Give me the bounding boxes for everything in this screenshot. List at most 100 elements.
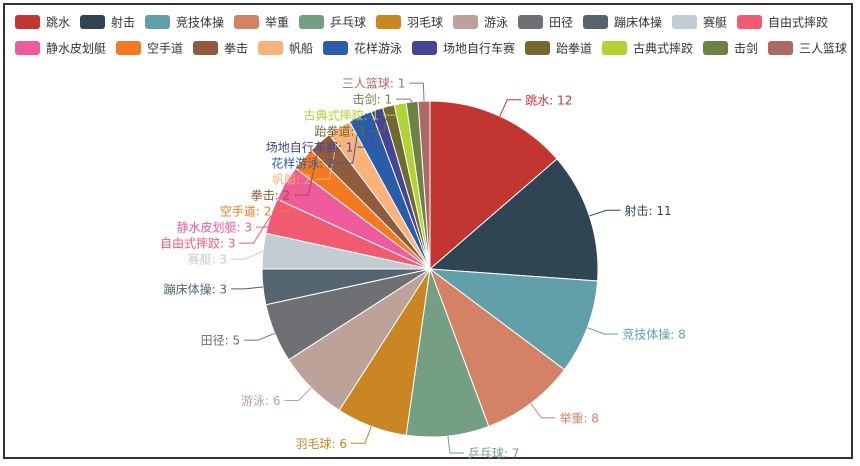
pie-slices bbox=[261, 100, 599, 438]
slice-label: 花样游泳: 2 bbox=[271, 156, 335, 171]
chart-frame: 跳水 射击 竞技体操 举重 乒乓球 羽毛球 游泳 田径 蹦床体操 赛艇 自由式摔跤 静水皮划艇 空手道拳… bbox=[3, 3, 853, 461]
slice-label: 跆拳道: 1 bbox=[315, 124, 367, 139]
pie-slice[interactable] bbox=[428, 158, 599, 282]
legend-label: 击剑 bbox=[734, 41, 758, 56]
label-leader-line bbox=[315, 127, 340, 180]
legend-label: 乒乓球 bbox=[330, 16, 366, 30]
label-leader-line bbox=[409, 82, 425, 102]
legend-item[interactable]: 射击 bbox=[80, 15, 135, 30]
legend-swatch bbox=[672, 15, 697, 29]
legend-swatch bbox=[193, 41, 218, 55]
legend-label: 自由式摔跤 bbox=[768, 15, 828, 30]
legend-label: 羽毛球 bbox=[407, 16, 443, 30]
label-leader-line bbox=[351, 426, 372, 444]
legend-item[interactable]: 羽毛球 bbox=[376, 15, 443, 30]
slice-label: 射击: 11 bbox=[624, 203, 671, 218]
legend-label: 游泳 bbox=[484, 16, 508, 30]
slice-label: 击剑: 1 bbox=[353, 92, 393, 107]
legend-label: 田径 bbox=[549, 16, 573, 30]
legend-item[interactable]: 举重 bbox=[234, 15, 289, 30]
legend-label: 花样游泳 bbox=[354, 41, 402, 56]
legend-swatch bbox=[15, 41, 40, 55]
legend-swatch bbox=[15, 15, 40, 29]
label-leader-line bbox=[231, 250, 264, 260]
label-leader-line bbox=[294, 141, 321, 196]
slice-label: 田径: 5 bbox=[201, 334, 241, 348]
pie-chart: 跳水 射击 竞技体操 举重 乒乓球 羽毛球 游泳 田径 蹦床体操 赛艇 自由式摔跤静水皮划艇 空手道拳… bbox=[15, 15, 847, 461]
slice-label: 自由式摔跤: 3 bbox=[160, 236, 236, 251]
legend-item[interactable]: 击剑 bbox=[703, 41, 758, 56]
legend-item[interactable]: 跆拳道 bbox=[525, 41, 592, 56]
legend-item[interactable]: 田径 bbox=[518, 15, 573, 30]
label-leader-line bbox=[396, 98, 413, 103]
slice-label: 游泳: 6 bbox=[241, 394, 281, 408]
legend-label: 射击 bbox=[111, 15, 135, 30]
slice-label: 静水皮划艇: 3 bbox=[177, 221, 253, 235]
label-leader-line bbox=[338, 116, 361, 164]
legend-item[interactable]: 场地自行车赛 bbox=[412, 41, 515, 56]
slice-label: 三人篮球: 1 bbox=[342, 76, 406, 91]
legend-swatch bbox=[453, 15, 478, 29]
legend-item[interactable]: 竞技体操 bbox=[145, 15, 224, 30]
legend-item[interactable]: 乒乓球 bbox=[299, 15, 366, 30]
legend-label: 蹦床体操 bbox=[614, 15, 662, 30]
legend-label: 竞技体操 bbox=[176, 15, 224, 30]
legend-item[interactable]: 游泳 bbox=[453, 15, 508, 30]
legend-item[interactable]: 赛艇 bbox=[672, 15, 727, 30]
label-leader-line bbox=[239, 215, 272, 244]
legend-label: 静水皮划艇 bbox=[46, 42, 106, 56]
legend-label: 空手道 bbox=[147, 42, 183, 56]
legend-swatch bbox=[768, 41, 793, 55]
slice-label: 羽毛球: 6 bbox=[295, 437, 347, 451]
legend-item[interactable]: 跳水 bbox=[15, 15, 70, 30]
slice-label: 场地自行车赛: 1 bbox=[266, 140, 354, 155]
legend-item[interactable]: 拳击 bbox=[193, 41, 248, 56]
legend-swatch bbox=[80, 15, 105, 29]
legend-swatch bbox=[323, 41, 348, 55]
legend-item[interactable]: 古典式摔跤 bbox=[602, 41, 693, 56]
slice-label: 乒乓球: 7 bbox=[468, 447, 520, 461]
legend-item[interactable]: 帆船 bbox=[258, 41, 313, 56]
legend-swatch bbox=[234, 15, 259, 29]
legend-item[interactable]: 花样游泳 bbox=[323, 41, 402, 56]
label-leader-line bbox=[275, 158, 304, 212]
legend-swatch bbox=[518, 15, 543, 29]
slice-label: 跳水: 12 bbox=[525, 93, 572, 107]
label-leader-line bbox=[530, 403, 556, 419]
legend-swatch bbox=[376, 15, 401, 29]
label-leader-line bbox=[587, 327, 619, 335]
legend-swatch bbox=[703, 41, 728, 55]
legend-swatch bbox=[602, 41, 627, 55]
slice-labels: 跳水: 12 射击: 11 竞技体操: 8 举重: 8 乒乓球: 7 羽毛球: 6 游泳: … bbox=[160, 76, 686, 461]
legend-item[interactable]: 空手道 bbox=[116, 41, 183, 56]
label-leader-line bbox=[589, 209, 621, 217]
legend-item[interactable]: 蹦床体操 bbox=[583, 15, 662, 30]
label-leader-line bbox=[382, 103, 401, 116]
label-leader-line bbox=[231, 286, 264, 290]
legend-swatch bbox=[116, 41, 141, 55]
legend-swatch bbox=[412, 41, 437, 55]
pie-slice[interactable] bbox=[428, 267, 566, 428]
legend-label: 三人篮球 bbox=[799, 41, 847, 56]
label-leader-line bbox=[357, 109, 378, 148]
pie-slice[interactable] bbox=[428, 268, 599, 371]
legend-swatch bbox=[583, 15, 608, 29]
legend-label: 帆船 bbox=[289, 41, 313, 56]
legend-label: 赛艇 bbox=[703, 15, 727, 30]
legend-item[interactable]: 自由式摔跤 bbox=[737, 15, 828, 30]
legend-label: 举重 bbox=[265, 16, 289, 30]
slice-label: 竞技体操: 8 bbox=[622, 327, 686, 342]
slice-label: 古典式摔跤: 1 bbox=[303, 108, 379, 123]
legend-swatch bbox=[145, 15, 170, 29]
legend-label: 跳水 bbox=[46, 16, 70, 30]
legend-item[interactable]: 三人篮球 bbox=[768, 41, 847, 56]
legend-label: 拳击 bbox=[224, 41, 248, 56]
legend-item[interactable]: 静水皮划艇 bbox=[15, 41, 106, 56]
slice-label: 举重: 8 bbox=[559, 411, 599, 425]
label-leader-line bbox=[256, 183, 286, 228]
slice-label: 拳击: 2 bbox=[251, 188, 291, 203]
legend-swatch bbox=[525, 41, 550, 55]
legend-swatch bbox=[258, 41, 283, 55]
legend-label: 跆拳道 bbox=[556, 41, 592, 56]
